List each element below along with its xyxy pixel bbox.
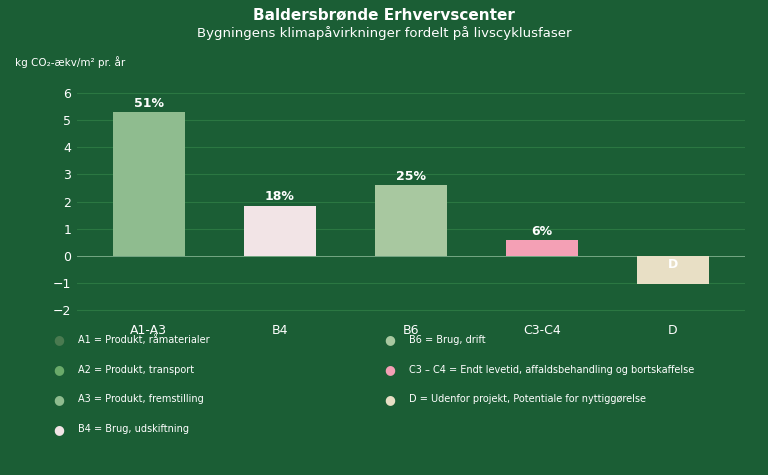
Text: C3 – C4 = Endt levetid, affaldsbehandling og bortskaffelse: C3 – C4 = Endt levetid, affaldsbehandlin… — [409, 364, 694, 375]
Text: 51%: 51% — [134, 97, 164, 110]
Text: 18%: 18% — [265, 190, 295, 203]
Text: D = Udenfor projekt, Potentiale for nyttiggørelse: D = Udenfor projekt, Potentiale for nytt… — [409, 394, 646, 405]
Bar — [506, 240, 578, 256]
Bar — [375, 185, 447, 256]
Text: ●: ● — [384, 333, 395, 346]
Text: ●: ● — [54, 423, 65, 436]
Text: ●: ● — [54, 363, 65, 376]
Text: D: D — [668, 258, 678, 271]
Text: A2 = Produkt, transport: A2 = Produkt, transport — [78, 364, 194, 375]
Text: Baldersbrønde Erhvervscenter: Baldersbrønde Erhvervscenter — [253, 7, 515, 22]
Text: ●: ● — [384, 393, 395, 406]
Text: ●: ● — [384, 363, 395, 376]
Text: ●: ● — [54, 333, 65, 346]
Text: 25%: 25% — [396, 170, 426, 183]
Text: ●: ● — [54, 393, 65, 406]
Text: B4 = Brug, udskiftning: B4 = Brug, udskiftning — [78, 424, 190, 435]
Text: 6%: 6% — [531, 225, 552, 238]
Bar — [637, 256, 709, 285]
Text: B6 = Brug, drift: B6 = Brug, drift — [409, 334, 485, 345]
Text: A3 = Produkt, fremstilling: A3 = Produkt, fremstilling — [78, 394, 204, 405]
Bar — [244, 206, 316, 256]
Text: kg CO₂-ækv/m² pr. år: kg CO₂-ækv/m² pr. år — [15, 56, 126, 68]
Text: A1 = Produkt, råmaterialer: A1 = Produkt, råmaterialer — [78, 334, 210, 345]
Text: Bygningens klimapåvirkninger fordelt på livscyklusfaser: Bygningens klimapåvirkninger fordelt på … — [197, 26, 571, 40]
Bar — [113, 112, 185, 256]
